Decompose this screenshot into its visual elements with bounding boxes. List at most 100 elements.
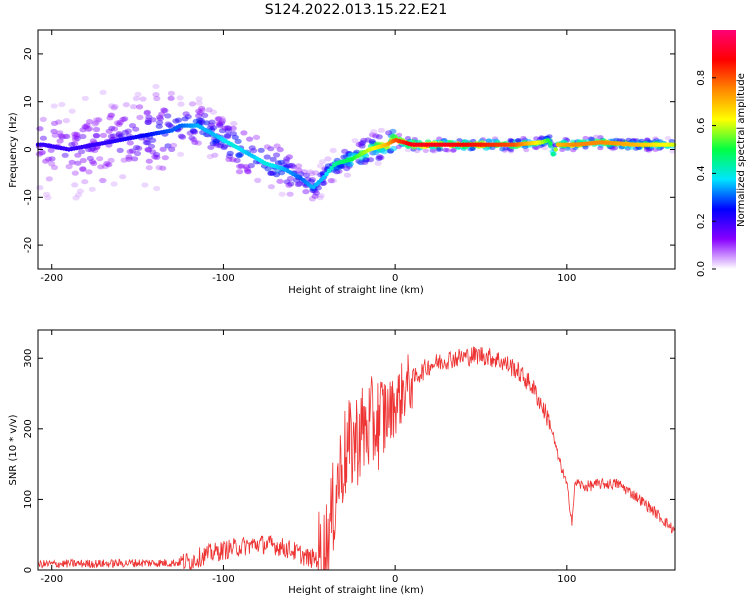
spectrogram-cell	[225, 156, 233, 162]
spectrogram-cell	[160, 107, 168, 113]
spectrogram-cell	[368, 138, 376, 145]
spectrogram-cell	[198, 119, 206, 125]
spectrogram-cell	[217, 120, 226, 126]
spectrogram-cell	[207, 122, 215, 128]
spectrogram-cell	[362, 157, 370, 163]
spectrogram-cell	[390, 145, 398, 152]
spectrogram-cell	[153, 152, 161, 158]
spectrogram-cell	[358, 143, 366, 149]
spectrogram-cell	[375, 155, 383, 161]
spectrogram-cell	[144, 119, 152, 125]
spectrogram-cell	[74, 152, 82, 158]
spectrogram-cell	[188, 101, 197, 107]
spectrogram-cell	[224, 128, 232, 134]
spectrogram-cell	[50, 103, 58, 109]
spectrogram-cell	[48, 161, 56, 167]
spectrogram-ridge-cell	[545, 138, 551, 143]
spectrogram-cell	[243, 166, 251, 172]
spectrogram-cell	[225, 125, 233, 131]
spectrogram-cell	[252, 134, 261, 140]
spectrogram-cell	[377, 127, 385, 133]
spectrogram-cell	[444, 148, 451, 153]
spectrogram-cell	[74, 160, 82, 166]
spectrogram-cell	[107, 133, 115, 139]
spectrogram-cell	[370, 129, 378, 135]
spectrogram-cell	[192, 118, 200, 124]
colorbar-tick-label: 0.2	[696, 213, 707, 229]
spectrogram-cell	[311, 193, 319, 199]
spectrogram-cell	[223, 125, 232, 131]
spectrogram-cell	[377, 155, 385, 161]
spectrogram-cell	[142, 136, 151, 142]
spectrogram-cell	[306, 169, 314, 175]
spectrogram-cell	[149, 117, 157, 123]
spectrogram-cell	[541, 146, 548, 151]
spectrogram-cell	[220, 143, 228, 149]
spectrogram-cell	[39, 116, 47, 122]
spectrogram-cell	[257, 147, 265, 153]
snr-frame	[37, 329, 676, 571]
spectrogram-cell	[155, 165, 163, 171]
spectrogram-cell	[134, 91, 142, 97]
spectrogram-cell	[295, 163, 303, 169]
spectrogram-cell	[156, 120, 164, 126]
spectrogram-cell	[507, 149, 515, 154]
spectrogram-cell	[58, 134, 66, 140]
spectrogram-cell	[108, 103, 116, 109]
spectrogram-cell	[149, 137, 157, 143]
colorbar-ticks: 0.0 0.2 0.4 0.6 0.8	[696, 70, 716, 277]
spectrogram-cell	[329, 178, 337, 184]
spectrogram-cell	[85, 126, 94, 132]
spectrogram-cell	[300, 169, 308, 175]
spectrogram-cell	[50, 120, 59, 126]
spectrogram-cell	[499, 147, 506, 152]
spectrogram-cell	[221, 125, 229, 131]
spectrogram-cell	[174, 117, 183, 123]
spectrogram-cell	[164, 121, 172, 127]
spectrogram-cell	[121, 116, 129, 122]
spectrogram-cell	[153, 95, 161, 102]
spectrogram-cell	[153, 154, 161, 160]
spectrogram-cell	[404, 136, 411, 141]
spectrogram-cell	[276, 147, 284, 153]
spectrogram-cell	[57, 133, 65, 139]
spectrogram-cell	[588, 137, 596, 142]
colorbar: 0.0 0.2 0.4 0.6 0.8 Normalized spectral ampl…	[696, 30, 747, 277]
colorbar-label: Normalized spectral amplitude	[736, 73, 747, 227]
spectrogram-cell	[71, 137, 80, 143]
spectrogram-ridge-cell	[548, 141, 553, 146]
spectrogram-cell	[191, 139, 199, 145]
spectrogram-cell	[195, 113, 203, 119]
spectrogram-cell	[389, 128, 397, 134]
spectrogram-cell	[108, 125, 116, 131]
spectrogram-cell	[308, 196, 316, 202]
spectrogram-cell	[226, 150, 234, 156]
spectrogram-cell	[250, 148, 258, 154]
spectrogram-cell	[215, 121, 223, 127]
spectrogram-cell	[312, 170, 320, 176]
snr-panel: -200 -100 0 100 0 100 200 300 Height of straig…	[8, 329, 676, 596]
spectrogram-cell	[233, 157, 241, 164]
spectrogram-cell	[151, 154, 159, 160]
spectrogram-cell	[164, 143, 172, 149]
spectrogram-cell	[55, 119, 63, 125]
spectrogram-cell	[267, 184, 275, 190]
spectrogram-cell	[280, 162, 288, 168]
spectrogram-cell	[189, 128, 197, 134]
spectrogram-cell	[38, 150, 46, 156]
spectrogram-cell	[209, 109, 217, 115]
spectrogram-cell	[39, 135, 48, 141]
spectrogram-cell	[276, 178, 284, 184]
spectrogram-x-ticks: -200 -100 0 100	[40, 30, 576, 284]
colorbar-tick-label: 0.0	[696, 261, 707, 277]
spectrogram-cell	[283, 156, 291, 162]
y-tick-label: 0	[23, 146, 34, 152]
spectrogram-cell	[126, 149, 134, 155]
spectrogram-cell	[92, 119, 100, 126]
spectrogram-cell	[182, 111, 190, 117]
spectrogram-cell	[50, 164, 59, 171]
spectrogram-cell	[236, 169, 244, 175]
y-tick-label: 100	[23, 490, 34, 509]
spectrogram-cell	[113, 120, 121, 126]
spectrogram-cell	[44, 195, 52, 201]
